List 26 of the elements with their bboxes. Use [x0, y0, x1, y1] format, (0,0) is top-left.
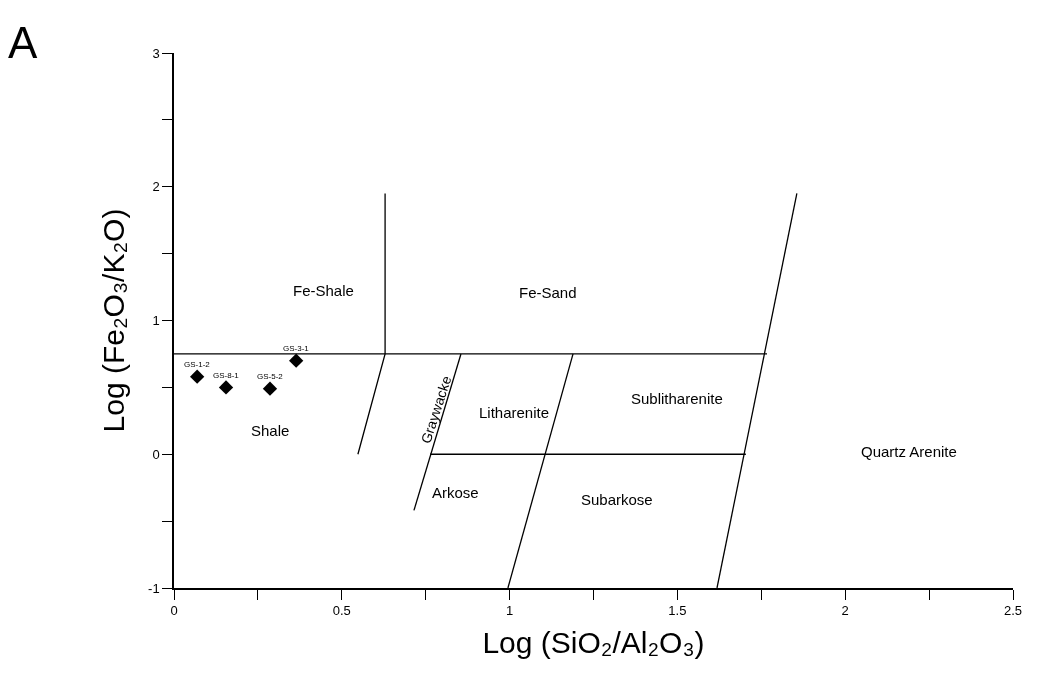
annotation: Fe-Shale: [293, 282, 354, 299]
annotation: GS-5-2: [257, 372, 284, 381]
x-tick-label: 0: [170, 603, 178, 619]
text: A: [8, 18, 38, 67]
annotation: Subarkose: [581, 491, 653, 508]
y-tick-label: -1: [148, 580, 160, 596]
annotation: GS-3-1: [283, 344, 310, 353]
annotation: Arkose: [432, 484, 479, 501]
x-tick-label: 2.5: [1003, 603, 1023, 619]
annotation: Fe-Sand: [519, 284, 577, 301]
x-tick-label: 0.5: [332, 603, 351, 619]
x-tick-label: 1.5: [668, 603, 687, 619]
annotation: Quartz Arenite: [861, 443, 957, 460]
y-tick-label: 0: [152, 446, 160, 462]
y-tick-label: 3: [152, 45, 160, 61]
annotation: GS-8-1: [213, 371, 240, 380]
x-axis-title: Log (SiO₂/Al₂O₃): [482, 626, 705, 660]
annotation: Shale: [251, 422, 290, 439]
annotation: Sublitharenite: [631, 390, 723, 407]
x-tick-label: 2: [841, 603, 849, 619]
y-tick-label: 1: [152, 313, 160, 329]
x-tick-label: 1: [505, 603, 514, 619]
annotation: Litharenite: [479, 404, 550, 421]
annotation: GS-1-2: [184, 360, 211, 369]
y-axis-title: Log (Fe₂O₃/K₂O): [96, 208, 130, 433]
y-tick-label: 2: [152, 179, 160, 195]
